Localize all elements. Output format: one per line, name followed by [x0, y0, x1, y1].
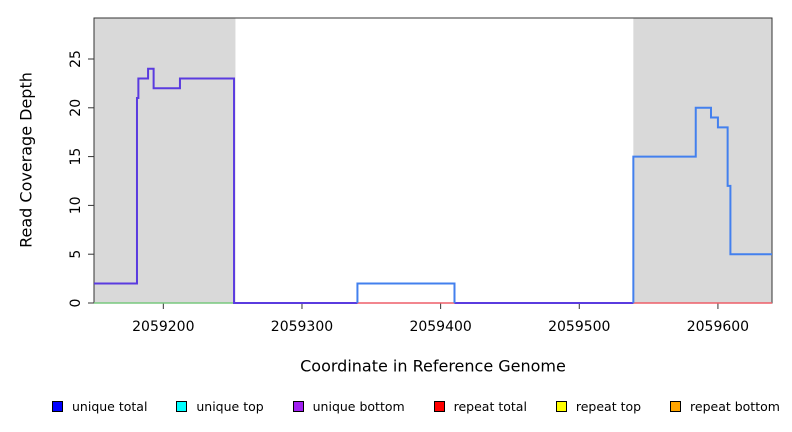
y-tick-label: 15 [68, 148, 84, 166]
x-tick-label: 2059300 [271, 319, 333, 335]
legend-item-repeat-top: repeat top [555, 398, 642, 414]
legend-label: unique bottom [312, 398, 405, 414]
legend-item-unique-total: unique total [52, 399, 147, 414]
legend-label: repeat top [575, 398, 642, 414]
legend-label: unique top [196, 398, 264, 414]
legend-swatch-icon [52, 400, 63, 412]
legend-label: repeat bottom [690, 398, 780, 414]
x-tick-label: 2059400 [409, 319, 471, 335]
y-tick-label: 0 [68, 299, 84, 308]
shaded-region [94, 18, 236, 303]
series-unique-total-right-block [632, 106, 772, 303]
x-axis-title: Coordinate in Reference Genome [300, 356, 566, 376]
legend-label: repeat total [453, 398, 527, 414]
legend-swatch-icon [176, 400, 188, 412]
legend-swatch-icon [670, 400, 682, 412]
x-tick-label: 2059500 [548, 319, 610, 335]
y-tick-label: 10 [68, 196, 84, 214]
legend-item-repeat-total: repeat total [433, 398, 527, 414]
y-tick-label: 25 [68, 50, 84, 68]
plot-area: 2059200 2059300 2059400 2059500 2059600 0 5 10 1… [68, 17, 773, 335]
legend-swatch-icon [292, 400, 304, 412]
x-tick-label: 2059200 [132, 319, 194, 335]
legend-item-unique-top: unique top [176, 398, 264, 414]
y-tick-label: 20 [68, 99, 84, 117]
legend-swatch-icon [555, 400, 567, 412]
legend: unique total unique top unique bottom repea… [52, 398, 780, 414]
legend-swatch-icon [433, 400, 445, 412]
legend-label: unique total [72, 398, 148, 414]
shaded-region [633, 18, 772, 303]
legend-item-unique-bottom: unique bottom [292, 398, 405, 414]
y-tick-label: 5 [68, 250, 84, 259]
series-unique-bottom-left-block [94, 67, 358, 304]
series-unique-total-middle-bump [356, 282, 456, 303]
x-tick-label: 2059600 [687, 319, 749, 335]
legend-item-repeat-bottom: repeat bottom [670, 399, 780, 414]
y-axis-title: Read Coverage Depth [16, 72, 36, 248]
